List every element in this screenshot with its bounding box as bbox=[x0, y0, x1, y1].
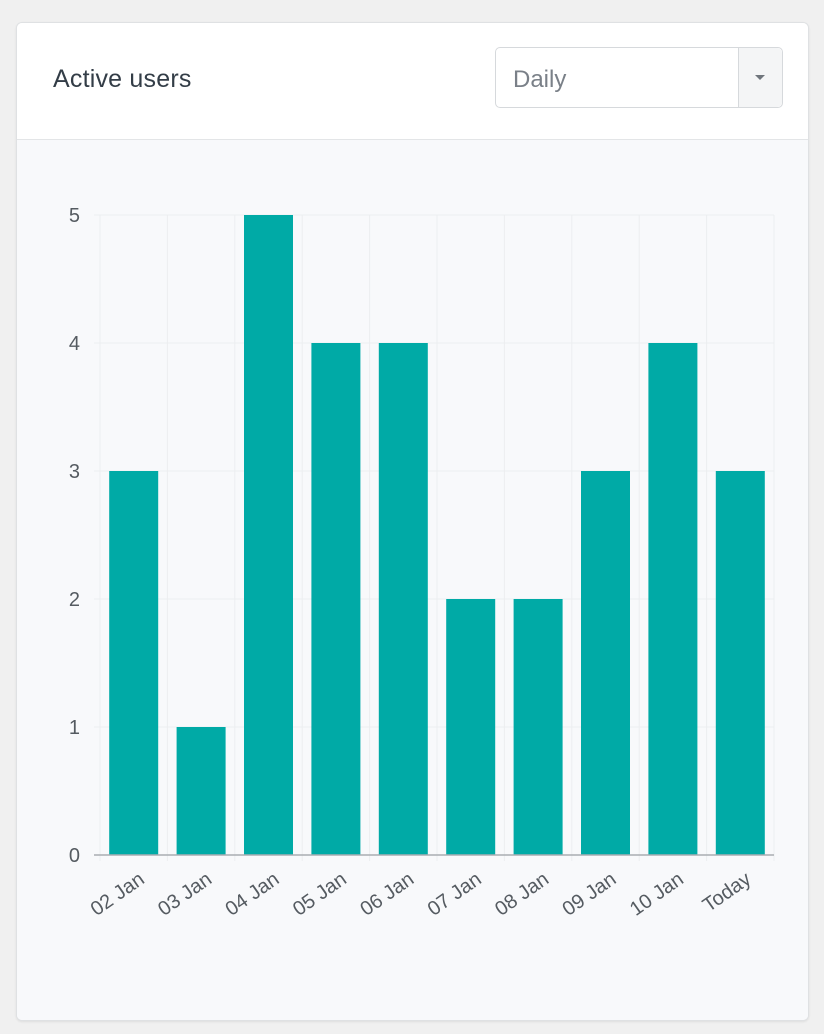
y-tick-label: 0 bbox=[69, 845, 80, 867]
bar-chart: 0 1 2 3 4 5 02 Jan 03 Jan 04 Jan 05 Jan 06 Jan 07 J… bbox=[69, 205, 775, 921]
bar-10[interactable] bbox=[715, 471, 765, 855]
bar-4[interactable] bbox=[311, 343, 361, 855]
chart-area: 0 1 2 3 4 5 02 Jan 03 Jan 04 Jan 05 Jan 06 Jan 07 J… bbox=[17, 140, 808, 1020]
caret-down-icon bbox=[755, 75, 765, 80]
active-users-card: Active users Daily 0 1 2 3 4 5 02 Jan 03 Jan 04 … bbox=[16, 22, 809, 1021]
x-tick-label: 03 Jan bbox=[154, 868, 216, 920]
grid bbox=[94, 214, 775, 861]
bar-7[interactable] bbox=[513, 599, 563, 855]
x-tick-label: 10 Jan bbox=[626, 868, 688, 920]
x-tick-label: Today bbox=[699, 868, 755, 917]
bar-9[interactable] bbox=[648, 343, 698, 855]
x-tick-label: 02 Jan bbox=[87, 868, 149, 920]
bar-6[interactable] bbox=[446, 599, 496, 855]
x-tick-label: 05 Jan bbox=[289, 868, 351, 920]
bars bbox=[109, 215, 765, 855]
y-tick-label: 3 bbox=[69, 461, 80, 483]
bar-2[interactable] bbox=[176, 727, 226, 855]
axes bbox=[94, 214, 774, 856]
x-tick-label: 04 Jan bbox=[222, 868, 284, 920]
bar-8[interactable] bbox=[581, 471, 630, 855]
card-title: Active users bbox=[53, 65, 192, 93]
y-tick-label: 1 bbox=[69, 717, 80, 739]
bar-5[interactable] bbox=[378, 343, 428, 855]
select-toggle[interactable] bbox=[738, 48, 782, 107]
bar-3[interactable] bbox=[244, 215, 293, 855]
x-tick-label: 07 Jan bbox=[424, 868, 486, 920]
y-tick-label: 4 bbox=[69, 333, 80, 355]
x-tick-label: 06 Jan bbox=[356, 868, 418, 920]
y-tick-label: 5 bbox=[69, 205, 80, 227]
y-tick-label: 2 bbox=[69, 589, 80, 611]
x-tick-label: 08 Jan bbox=[491, 868, 553, 920]
period-select[interactable]: Daily bbox=[495, 47, 783, 108]
x-tick-label: 09 Jan bbox=[559, 868, 621, 920]
card-header: Active users Daily bbox=[17, 23, 808, 140]
bar-1[interactable] bbox=[109, 471, 159, 855]
period-select-value: Daily bbox=[513, 66, 567, 93]
